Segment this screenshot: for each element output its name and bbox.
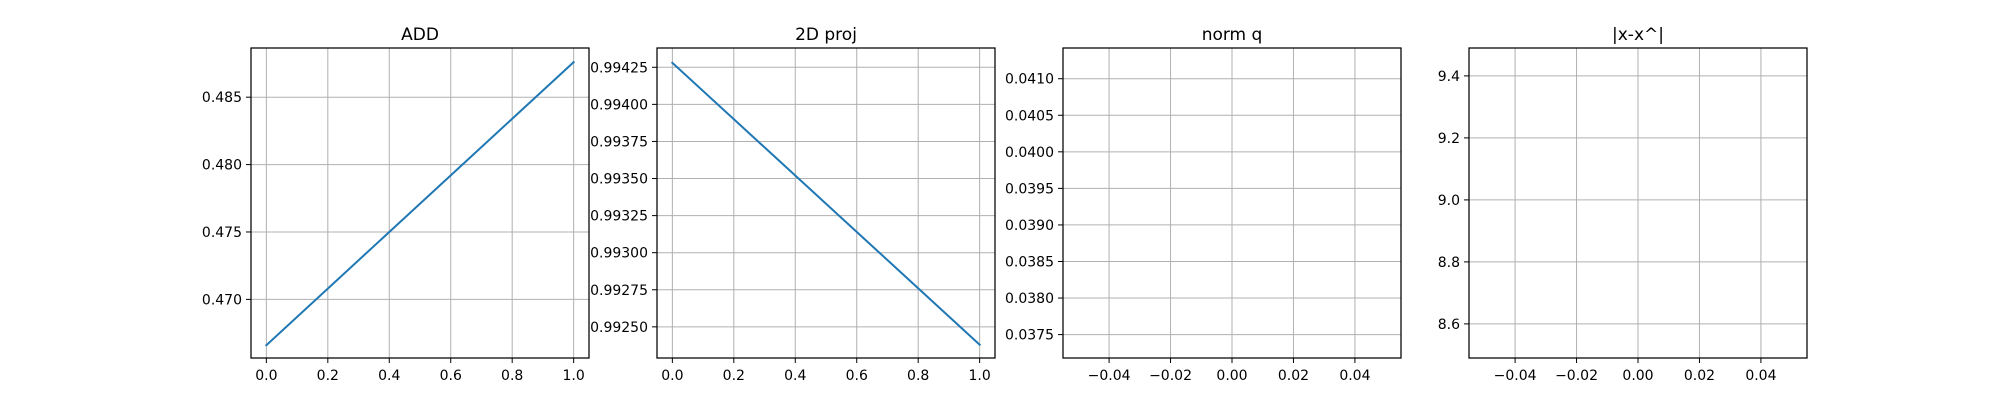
y-tick-label: 0.475	[202, 225, 242, 241]
y-tick-label: 0.99250	[590, 320, 648, 336]
plot-frame	[250, 47, 590, 359]
chart-title: |x-x^|	[1612, 25, 1664, 45]
x-tick-label: 0.00	[1622, 368, 1653, 384]
y-tick-label: 0.0405	[1005, 108, 1054, 124]
chart-panel-3: −0.04 −0.02 0.00 0.02 0.04 0.0375 0.0380 0.0385…	[1005, 25, 1402, 384]
x-tick-label: 0.8	[907, 368, 929, 384]
x-tick-label: −0.02	[1149, 368, 1192, 384]
y-tick-label: 0.470	[202, 292, 242, 308]
chart-panel-4: −0.04 −0.02 0.00 0.02 0.04 8.6 8.8 9.0 9.2 9.4 |x-…	[1438, 25, 1808, 384]
y-tick-label: 0.0395	[1005, 181, 1054, 197]
x-tick-label: 0.04	[1339, 368, 1370, 384]
x-tick-label: 0.2	[723, 368, 745, 384]
x-tick-label: 0.00	[1216, 368, 1247, 384]
y-tick-label: 8.6	[1438, 317, 1460, 333]
x-tick-label: −0.04	[1088, 368, 1131, 384]
x-tick-label: 0.6	[440, 368, 462, 384]
series-line-1	[670, 61, 982, 347]
x-tick-label: 0.02	[1684, 368, 1715, 384]
y-tick-label: 0.99325	[590, 209, 648, 225]
chart-title: 2D proj	[795, 25, 857, 45]
x-tick-label: 1.0	[969, 368, 991, 384]
y-tick-label: 0.99300	[590, 246, 648, 262]
y-tick-label: 0.0385	[1005, 254, 1054, 270]
x-tick-label: 0.04	[1745, 368, 1776, 384]
y-tick-label: 0.99400	[590, 97, 648, 113]
y-tick-label: 0.99375	[590, 134, 648, 150]
y-tick-label: 0.99275	[590, 283, 648, 299]
x-tick-label: 0.8	[501, 368, 523, 384]
y-tick-label: 0.0380	[1005, 291, 1054, 307]
x-tick-label: 0.0	[255, 368, 277, 384]
y-tick-label: 9.2	[1438, 131, 1460, 147]
chart-title: ADD	[401, 25, 439, 45]
y-tick-label: 0.0375	[1005, 328, 1054, 344]
x-tick-label: 1.0	[563, 368, 585, 384]
y-tick-label: 0.99425	[590, 60, 648, 76]
x-tick-label: 0.2	[317, 368, 339, 384]
x-tick-label: 0.0	[661, 368, 683, 384]
y-tick-label: 9.0	[1438, 193, 1460, 209]
series-line-1	[264, 60, 576, 347]
x-tick-label: 0.4	[784, 368, 806, 384]
y-tick-label: 0.0390	[1005, 218, 1054, 234]
y-tick-label: 8.8	[1438, 255, 1460, 271]
y-tick-label: 0.99350	[590, 172, 648, 188]
chart-panel-2: 0.0 0.2 0.4 0.6 0.8 1.0 0.99250 0.99275 0.99300 0…	[590, 25, 996, 384]
y-tick-label: 0.480	[202, 158, 242, 174]
y-tick-label: 0.485	[202, 90, 242, 106]
chart-panel-1: 0.0 0.2 0.4 0.6 0.8 1.0 0.470 0.475 0.480 0.485 AD…	[202, 25, 590, 384]
plot-frame	[656, 47, 996, 359]
x-tick-label: 0.6	[846, 368, 868, 384]
x-tick-label: −0.02	[1555, 368, 1598, 384]
y-tick-label: 0.0410	[1005, 72, 1054, 88]
chart-title: norm q	[1202, 25, 1263, 45]
y-tick-label: 0.0400	[1005, 145, 1054, 161]
x-tick-label: 0.4	[378, 368, 400, 384]
y-tick-label: 9.4	[1438, 69, 1460, 85]
x-tick-label: 0.02	[1278, 368, 1309, 384]
x-tick-label: −0.04	[1494, 368, 1537, 384]
